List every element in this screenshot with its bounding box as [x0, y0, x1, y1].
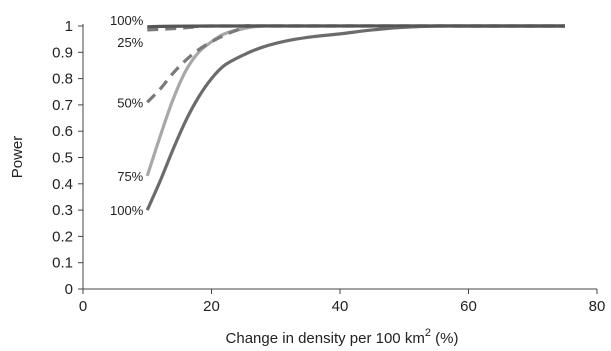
axes: 0 20 40 60 80 0 0.1 0.2 0.3 0.4 0.5 0.6 0.7 0.8 0.9 1: [52, 18, 605, 315]
series-lines: [145, 24, 565, 211]
y-tick-label: 0.1: [52, 255, 73, 272]
y-tick-label: 0.9: [52, 44, 73, 61]
x-axis-title-suffix: (%): [431, 330, 459, 347]
y-axis-title: Power: [9, 136, 26, 179]
series-line-4: [147, 24, 565, 29]
x-axis-title: Change in density per 100 km2 (%): [226, 327, 459, 347]
series-label-1: 75%: [117, 169, 143, 184]
series-label-0: 100%: [110, 203, 144, 218]
y-tick-label: 0.5: [52, 150, 73, 167]
y-tick-label: 0.2: [52, 228, 73, 245]
x-tick-label: 0: [79, 298, 87, 315]
x-tick-label: 20: [203, 298, 220, 315]
y-tick-label: 0.7: [52, 97, 73, 114]
series-line-2: [146, 24, 565, 104]
series-line-0: [145, 24, 565, 211]
series-label-4: 100%: [110, 13, 144, 28]
y-tick-label: 0.8: [52, 71, 73, 88]
y-tick-label: 1: [65, 18, 73, 35]
y-tick-label: 0.3: [52, 202, 73, 219]
x-axis-title-superscript: 2: [425, 327, 431, 339]
series-label-2: 50%: [117, 95, 143, 110]
series-labels: 100% 75% 50% 25% 100%: [110, 13, 144, 218]
x-tick-label: 40: [332, 298, 349, 315]
x-tick-label: 80: [589, 298, 606, 315]
x-axis-title-main: Change in density per 100 km: [226, 330, 425, 347]
series-line-1: [145, 24, 565, 177]
y-tick-label: 0: [65, 281, 73, 298]
y-tick-label: 0.6: [52, 123, 73, 140]
y-tick-label: 0.4: [52, 176, 73, 193]
x-tick-label: 60: [460, 298, 477, 315]
series-label-3: 25%: [117, 35, 143, 50]
